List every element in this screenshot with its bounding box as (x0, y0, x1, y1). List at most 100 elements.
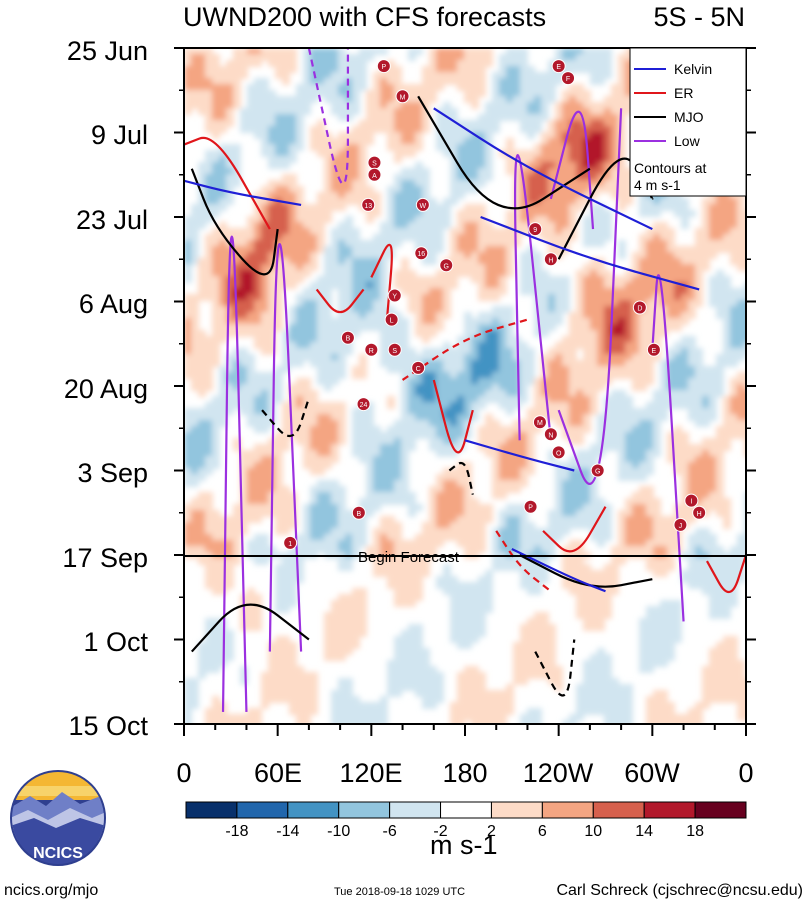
x-tick-label: 0 (176, 758, 192, 788)
storm-label: S (372, 161, 377, 168)
colorbar-swatch (185, 801, 238, 819)
mjo-contour (448, 461, 474, 495)
storm-label: N (548, 432, 553, 439)
storm-marker: 16 (414, 246, 429, 261)
storm-marker: R (364, 342, 379, 357)
colorbar-swatch (694, 801, 747, 819)
storm-marker: 9 (528, 222, 543, 237)
y-tick-label: 23 Jul (75, 205, 148, 235)
storm-label: 13 (364, 203, 372, 210)
y-tick-label: 3 Sep (77, 458, 148, 488)
site-link[interactable]: ncics.org/mjo (4, 882, 99, 899)
kelvin-contour (184, 179, 302, 207)
storm-label: H (697, 511, 702, 518)
legend-note-2: 4 m s-1 (634, 177, 681, 193)
storm-label: 16 (417, 251, 425, 258)
storm-label: B (357, 511, 362, 518)
storm-marker: W (415, 197, 430, 212)
storm-label: G (595, 469, 600, 476)
legend-note-1: Contours at (634, 160, 706, 176)
y-tick-label: 25 Jun (66, 36, 148, 66)
axis-ticks (174, 47, 756, 736)
storm-label: D (637, 306, 642, 313)
storm-marker: F (561, 71, 576, 86)
x-tick-label: 180 (442, 758, 488, 788)
low-contour (549, 110, 595, 230)
y-tick-label: 1 Oct (83, 627, 148, 657)
storm-label: H (548, 257, 553, 264)
storm-marker: 13 (361, 197, 376, 212)
storm-marker: D (632, 300, 647, 315)
colorbar-tick-label: 6 (538, 823, 547, 840)
storm-label: 24 (360, 402, 368, 409)
colorbar-tick-label: 18 (686, 823, 704, 840)
storm-label: A (372, 173, 377, 180)
y-tick-label: 9 Jul (90, 120, 148, 150)
colorbar-tick-label: -14 (276, 823, 299, 840)
storm-marker: E (551, 59, 566, 74)
colorbar-tick-label: -6 (383, 823, 397, 840)
storm-marker: M (532, 415, 547, 430)
storm-marker: P (523, 499, 538, 514)
legend-label-low: Low (674, 133, 701, 149)
storm-marker: 24 (356, 397, 371, 412)
storm-marker: O (551, 445, 566, 460)
storm-marker: A (367, 167, 382, 182)
storm-marker: G (590, 463, 605, 478)
colorbar-swatch (338, 801, 391, 819)
kelvin-contour (480, 215, 700, 291)
colorbar-tick-label: -10 (327, 823, 350, 840)
kelvin-contour (511, 547, 606, 593)
colorbar-tick-label: 2 (487, 823, 496, 840)
mjo-contour (534, 639, 576, 697)
legend-label-mjo: MJO (674, 109, 704, 125)
x-tick-label: 60E (253, 758, 303, 788)
storm-label: M (537, 420, 543, 427)
storm-label: M (400, 94, 406, 101)
ncics-logo: NCICS (10, 770, 106, 866)
low-contour (221, 235, 248, 712)
x-tick-label: 120E (339, 758, 403, 788)
storm-marker: G (439, 258, 454, 273)
mjo-contour (190, 603, 310, 653)
storm-label: Y (392, 293, 397, 300)
storm-label: 9 (533, 227, 537, 234)
storm-label: E (556, 64, 561, 71)
colorbar-swatch (490, 801, 543, 819)
storm-marker: N (543, 427, 558, 442)
legend-label-er: ER (674, 85, 693, 101)
storm-marker: M (395, 89, 410, 104)
x-tick-label: 120W (522, 758, 594, 788)
storm-marker: S (367, 155, 382, 170)
low-contour (268, 243, 303, 652)
y-tick-label: 15 Oct (68, 711, 148, 741)
storm-marker: Y (387, 288, 402, 303)
er-contour (432, 379, 474, 454)
storm-marker: H (543, 252, 558, 267)
storm-marker: J (673, 517, 688, 532)
legend: Kelvin ER MJO Low Contours at 4 m s-1 (629, 47, 747, 197)
er-contour (401, 318, 528, 381)
colorbar-swatch (541, 801, 594, 819)
storm-marker: C (411, 360, 426, 375)
low-contour (651, 274, 685, 622)
kelvin-contour (433, 107, 653, 231)
storm-marker: E (646, 342, 661, 357)
colorbar-tick-label: -2 (433, 823, 447, 840)
chart-title: UWND200 with CFS forecasts (183, 2, 547, 32)
timestamp: Tue 2018-09-18 1029 UTC (334, 886, 466, 898)
low-contour (557, 108, 623, 485)
colorbar-tick-label: -18 (225, 823, 248, 840)
er-contour (706, 554, 746, 594)
storm-label: R (369, 348, 374, 355)
filtered-contours (184, 48, 746, 712)
mjo-contour (417, 95, 591, 210)
storm-label: O (556, 450, 562, 457)
colorbar-units: m s-1 (430, 830, 498, 860)
colorbar-tick-label: 14 (635, 823, 653, 840)
y-tick-label: 20 Aug (63, 374, 148, 404)
storm-label: W (420, 203, 427, 210)
storm-label: C (416, 366, 421, 373)
storm-label: 1 (288, 541, 292, 548)
